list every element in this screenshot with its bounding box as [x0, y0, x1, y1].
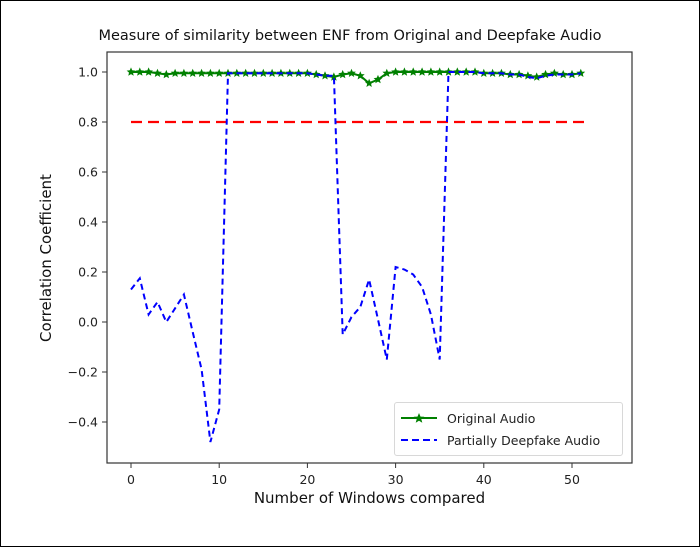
star-marker: [576, 68, 586, 77]
star-marker: [206, 68, 215, 77]
y-tick-label: −0.2: [68, 365, 98, 380]
star-marker: [197, 68, 206, 77]
star-marker: [126, 67, 136, 76]
star-marker: [170, 68, 180, 77]
star-marker: [364, 78, 374, 87]
star-marker: [400, 67, 409, 76]
star-marker: [408, 67, 418, 76]
star-marker: [214, 68, 224, 77]
y-tick-label: −0.4: [68, 415, 98, 430]
x-tick-label: 50: [564, 472, 580, 487]
y-tick-label: 0.8: [78, 115, 98, 130]
star-marker: [329, 72, 339, 81]
y-tick-label: 0.4: [78, 215, 98, 230]
star-marker: [258, 68, 268, 77]
x-axis-label: Number of Windows compared: [253, 489, 486, 507]
x-tick-label: 20: [299, 472, 315, 487]
y-tick-label: 1.0: [78, 65, 98, 80]
legend-item-partially-deepfake-audio: Partially Deepfake Audio: [395, 430, 600, 450]
solid-line-star-icon: [401, 411, 437, 425]
y-tick-label: 0.0: [78, 315, 98, 330]
star-marker: [161, 69, 171, 79]
star-marker: [444, 67, 453, 76]
star-marker: [470, 67, 480, 76]
star-marker: [355, 71, 365, 80]
partially-deepfake-audio-line: [130, 71, 581, 443]
star-marker: [320, 71, 330, 80]
star-marker: [135, 67, 145, 76]
axes-frame: [106, 51, 633, 464]
x-tick-label: 40: [476, 472, 492, 487]
chart-title: Measure of similarity between ENF from O…: [98, 28, 602, 44]
star-marker: [347, 68, 356, 77]
star-marker: [391, 67, 400, 76]
dashed-line-icon: [401, 433, 437, 447]
legend-label: Original Audio: [447, 410, 536, 426]
star-marker: [373, 74, 383, 84]
star-marker: [188, 68, 198, 77]
star-marker: [179, 68, 189, 77]
star-marker: [417, 67, 427, 76]
star-marker: [144, 67, 153, 76]
star-marker: [426, 67, 436, 76]
legend: Original Audio Partially Deepfake Audio: [394, 402, 623, 456]
original-audio-line: [131, 71, 581, 85]
y-tick-label: 0.6: [78, 165, 98, 180]
star-marker: [382, 68, 392, 77]
star-marker: [311, 69, 321, 79]
x-tick-label: 0: [127, 472, 135, 487]
star-marker: [153, 68, 162, 77]
y-tick-label: 0.2: [78, 265, 98, 280]
x-tick-label: 10: [211, 472, 227, 487]
star-marker: [338, 69, 348, 79]
x-tick-label: 30: [388, 472, 404, 487]
star-marker: [250, 68, 259, 77]
star-marker: [435, 67, 445, 76]
star-marker: [453, 67, 462, 76]
legend-label: Partially Deepfake Audio: [447, 432, 601, 448]
legend-item-original-audio: Original Audio: [395, 408, 535, 428]
star-marker: [461, 67, 471, 76]
star-marker: [241, 68, 250, 77]
